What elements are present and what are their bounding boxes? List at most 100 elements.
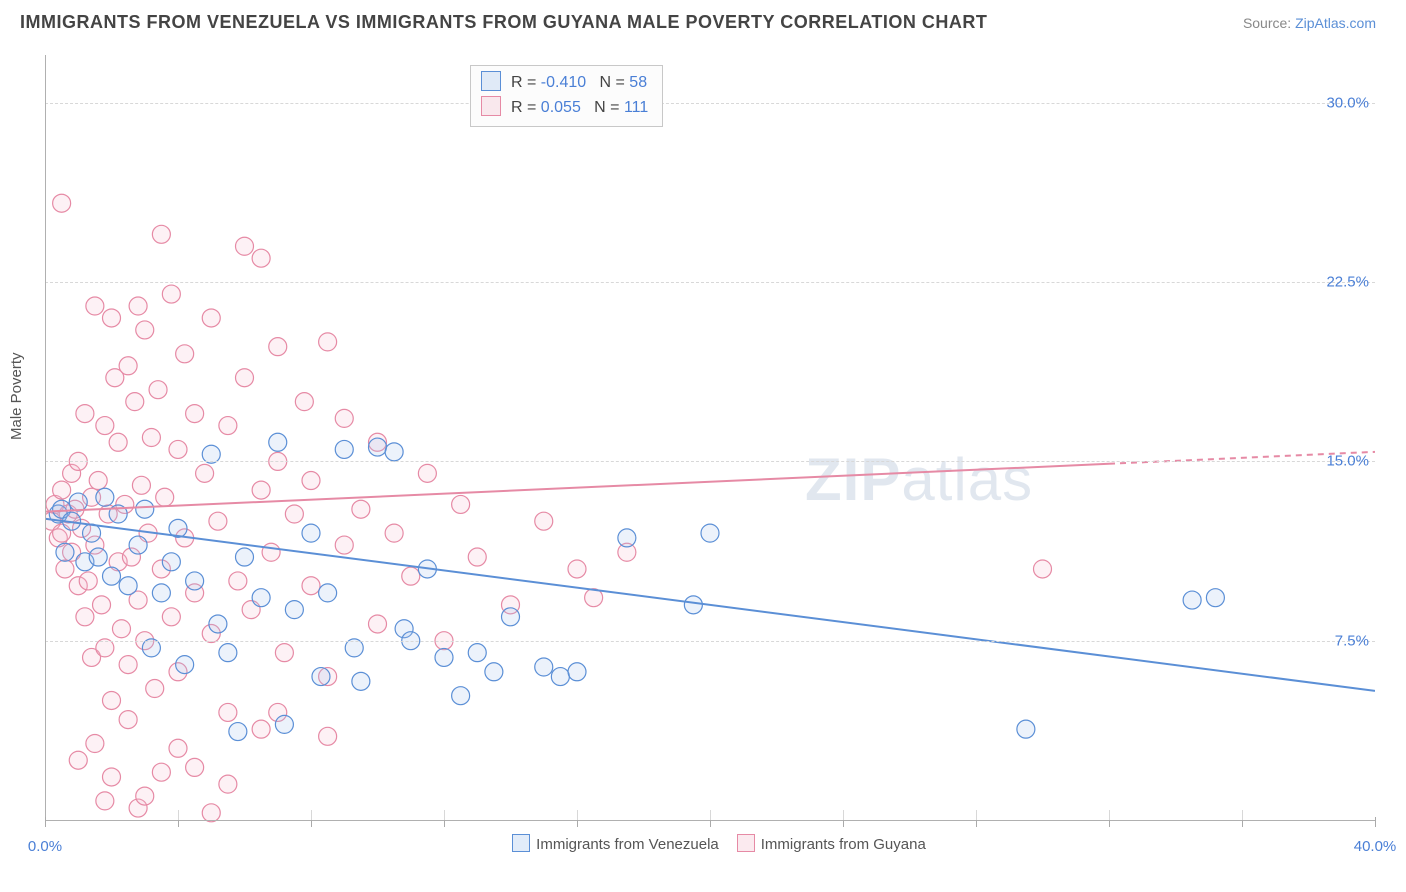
legend-row: R = -0.410 N = 58 <box>481 71 648 96</box>
data-point <box>93 596 111 614</box>
source-link[interactable]: ZipAtlas.com <box>1295 15 1376 31</box>
data-point <box>551 668 569 686</box>
series-legend: Immigrants from VenezuelaImmigrants from… <box>45 834 1375 853</box>
data-point <box>96 792 114 810</box>
data-point <box>69 493 87 511</box>
data-point <box>119 577 137 595</box>
data-point <box>129 297 147 315</box>
data-point <box>152 225 170 243</box>
data-point <box>335 409 353 427</box>
data-point <box>385 524 403 542</box>
data-point <box>89 472 107 490</box>
data-point <box>103 567 121 585</box>
data-point <box>142 429 160 447</box>
data-point <box>76 608 94 626</box>
data-point <box>79 572 97 590</box>
data-point <box>152 763 170 781</box>
data-point <box>352 672 370 690</box>
data-point <box>56 560 74 578</box>
data-point <box>86 735 104 753</box>
data-point <box>252 589 270 607</box>
data-point <box>1206 589 1224 607</box>
data-point <box>186 572 204 590</box>
data-point <box>53 194 71 212</box>
data-point <box>418 464 436 482</box>
legend-swatch <box>512 834 530 852</box>
data-point <box>452 687 470 705</box>
data-point <box>302 524 320 542</box>
y-tick-label: 22.5% <box>1326 274 1369 291</box>
data-point <box>701 524 719 542</box>
legend-swatch <box>737 834 755 852</box>
data-point <box>103 309 121 327</box>
data-point <box>169 440 187 458</box>
data-point <box>53 481 71 499</box>
data-point <box>146 680 164 698</box>
data-point <box>312 668 330 686</box>
data-point <box>502 608 520 626</box>
data-point <box>136 321 154 339</box>
data-point <box>126 393 144 411</box>
data-point <box>302 472 320 490</box>
data-point <box>162 608 180 626</box>
data-point <box>302 577 320 595</box>
data-point <box>319 584 337 602</box>
data-point <box>162 285 180 303</box>
data-point <box>236 369 254 387</box>
data-point <box>176 345 194 363</box>
data-point <box>69 751 87 769</box>
correlation-legend: R = -0.410 N = 58R = 0.055 N = 111 <box>470 65 663 127</box>
data-point <box>236 237 254 255</box>
data-point <box>452 495 470 513</box>
y-axis-label: Male Poverty <box>8 352 25 440</box>
data-point <box>229 723 247 741</box>
data-point <box>236 548 254 566</box>
y-tick-label: 7.5% <box>1335 632 1369 649</box>
data-point <box>96 417 114 435</box>
data-point <box>219 775 237 793</box>
data-point <box>76 405 94 423</box>
data-point <box>319 727 337 745</box>
scatter-plot <box>45 55 1375 855</box>
data-point <box>103 691 121 709</box>
legend-label: Immigrants from Guyana <box>761 836 926 853</box>
data-point <box>149 381 167 399</box>
chart-title: IMMIGRANTS FROM VENEZUELA VS IMMIGRANTS … <box>20 12 987 33</box>
data-point <box>252 481 270 499</box>
data-point <box>335 440 353 458</box>
data-point <box>103 768 121 786</box>
data-point <box>285 505 303 523</box>
data-point <box>269 433 287 451</box>
data-point <box>129 536 147 554</box>
data-point <box>219 417 237 435</box>
data-point <box>209 512 227 530</box>
data-point <box>535 658 553 676</box>
data-point <box>169 739 187 757</box>
data-point <box>219 644 237 662</box>
data-point <box>1034 560 1052 578</box>
data-point <box>162 553 180 571</box>
data-point <box>196 464 214 482</box>
data-point <box>132 476 150 494</box>
data-point <box>468 548 486 566</box>
data-point <box>385 443 403 461</box>
data-point <box>119 357 137 375</box>
data-point <box>252 249 270 267</box>
data-point <box>119 656 137 674</box>
data-point <box>156 488 174 506</box>
source-attribution: Source: ZipAtlas.com <box>1243 15 1376 31</box>
data-point <box>369 615 387 633</box>
data-point <box>275 715 293 733</box>
data-point <box>468 644 486 662</box>
data-point <box>435 648 453 666</box>
data-point <box>176 656 194 674</box>
data-point <box>186 405 204 423</box>
data-point <box>136 787 154 805</box>
data-point <box>262 543 280 561</box>
data-point <box>335 536 353 554</box>
data-point <box>618 529 636 547</box>
data-point <box>219 703 237 721</box>
chart-area: ZIPatlas 7.5%15.0%22.5%30.0% 0.0%40.0% R… <box>45 55 1375 855</box>
data-point <box>285 601 303 619</box>
data-point <box>86 297 104 315</box>
